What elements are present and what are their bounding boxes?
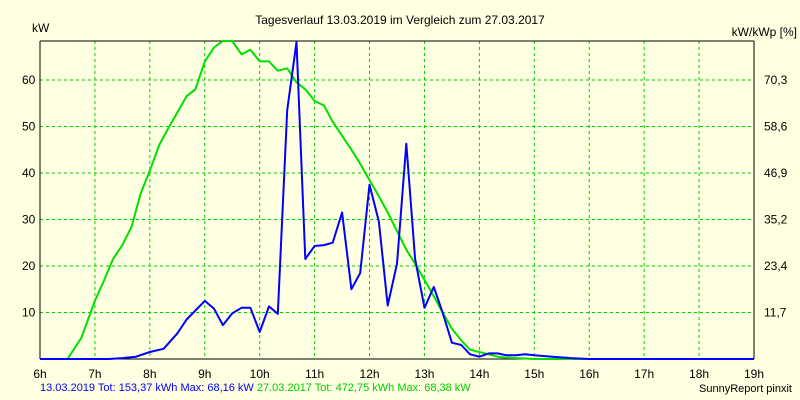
- series-line-2019: [40, 41, 754, 360]
- y2-tick-label: 46,9: [764, 166, 788, 180]
- y2-tick-label: 11,7: [764, 305, 787, 319]
- x-tick-label: 8h: [143, 367, 156, 381]
- footer-credit: SunnyReport pinxit: [699, 383, 792, 395]
- y2-tick-label: 58,6: [764, 119, 788, 133]
- x-tick-label: 14h: [469, 367, 489, 381]
- footer-stats-2017: 27.03.2017 Tot: 472,75 kWh Max: 68,38 kW: [256, 382, 471, 394]
- x-tick-label: 10h: [250, 367, 270, 381]
- footer-stats-2019: 13.03.2019 Tot: 153,37 kWh Max: 68,16 kW: [40, 382, 254, 394]
- y-tick-label: 40: [22, 166, 36, 180]
- y-tick-label: 20: [22, 259, 36, 273]
- series-line-2017: [40, 40, 754, 360]
- x-tick-label: 12h: [360, 367, 380, 381]
- y-tick-label: 50: [22, 119, 36, 133]
- x-tick-label: 15h: [524, 367, 544, 381]
- x-tick-label: 17h: [634, 367, 654, 381]
- x-tick-label: 13h: [414, 367, 434, 381]
- y-tick-label: 60: [22, 73, 36, 87]
- x-tick-label: 19h: [744, 367, 764, 381]
- x-tick-label: 18h: [689, 367, 709, 381]
- y-tick-label: 10: [22, 305, 36, 319]
- chart-title: Tagesverlauf 13.03.2019 im Vergleich zum…: [255, 13, 545, 27]
- y2-tick-label: 23,4: [764, 259, 788, 273]
- y-axis-label: kW: [32, 21, 50, 35]
- y2-axis-label: kW/kWp [%]: [732, 25, 797, 39]
- x-tick-label: 11h: [305, 367, 324, 381]
- x-tick-label: 16h: [579, 367, 599, 381]
- y2-tick-label: 35,2: [764, 212, 788, 226]
- y2-tick-label: 70,3: [764, 73, 788, 87]
- x-tick-label: 6h: [33, 367, 46, 381]
- y-tick-label: 30: [22, 212, 36, 226]
- x-tick-label: 9h: [198, 367, 211, 381]
- x-tick-label: 7h: [88, 367, 101, 381]
- footer-stats: 13.03.2019 Tot: 153,37 kWh Max: 68,16 kW…: [40, 382, 471, 394]
